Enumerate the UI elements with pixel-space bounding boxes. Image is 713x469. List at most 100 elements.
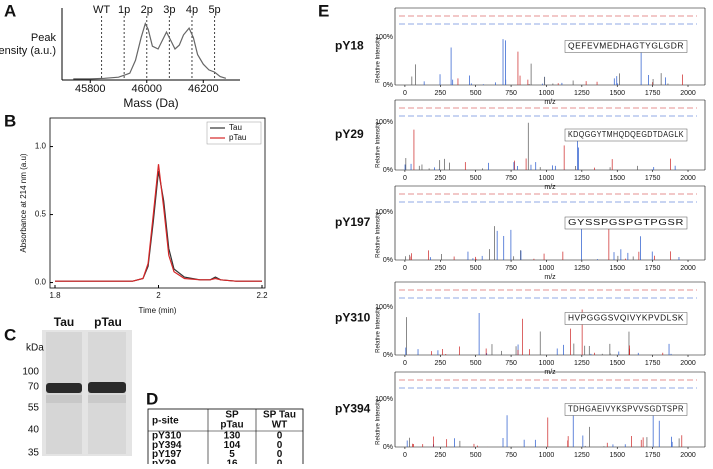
x-tick-label: 1250 bbox=[574, 360, 590, 367]
series-line bbox=[55, 170, 262, 282]
x-tick-label: 750 bbox=[505, 265, 517, 272]
lane-label: pTau bbox=[94, 315, 122, 329]
y-axis-label: Relative Intensity bbox=[376, 399, 382, 445]
x-axis-label: m/z bbox=[544, 274, 556, 281]
marker-label: 1p bbox=[118, 4, 130, 16]
x-axis-label: m/z bbox=[544, 369, 556, 376]
x-tick-label: 1500 bbox=[609, 452, 625, 459]
x-tick-label: 1250 bbox=[574, 265, 590, 272]
table-cell: 0 bbox=[277, 431, 283, 442]
panel-letter: C bbox=[4, 325, 16, 344]
x-axis-label: Mass (Da) bbox=[123, 96, 178, 110]
y-axis-label: Relative Intensity bbox=[376, 37, 382, 83]
table-header: p-site bbox=[152, 416, 179, 427]
table-cell: pY310 bbox=[152, 431, 182, 442]
y-tick-label: 0.0 bbox=[35, 278, 47, 287]
marker-label: 3p bbox=[163, 4, 175, 16]
x-tick-label: 1000 bbox=[539, 175, 555, 182]
series-line bbox=[73, 21, 227, 80]
x-tick-label: 1.8 bbox=[49, 291, 61, 300]
x-tick-label: 1750 bbox=[645, 265, 661, 272]
table-cell: 5 bbox=[229, 449, 235, 460]
x-tick-label: 250 bbox=[434, 265, 446, 272]
x-tick-label: 1750 bbox=[645, 90, 661, 97]
table-cell: pY197 bbox=[152, 449, 182, 460]
y-bottom-label: 0% bbox=[383, 167, 393, 174]
x-tick-label: 46000 bbox=[131, 83, 162, 95]
table-cell: pY29 bbox=[152, 458, 176, 464]
y-top-label: 100% bbox=[375, 304, 393, 311]
y-tick-label: 1.0 bbox=[35, 142, 47, 151]
lane-label: Tau bbox=[54, 315, 74, 329]
table-cell: 130 bbox=[224, 431, 241, 442]
table-cell: 0 bbox=[277, 458, 283, 464]
y-bottom-label: 0% bbox=[383, 82, 393, 89]
x-tick-label: 1500 bbox=[609, 265, 625, 272]
table-header: pTau bbox=[220, 420, 243, 431]
x-tick-label: 45800 bbox=[75, 83, 106, 95]
x-tick-label: 1250 bbox=[574, 175, 590, 182]
x-tick-label: 1000 bbox=[539, 360, 555, 367]
x-tick-label: 2000 bbox=[680, 90, 696, 97]
plot-frame bbox=[49, 117, 266, 289]
legend-label: pTau bbox=[229, 133, 246, 142]
y-axis-label: Relative Intensity bbox=[376, 307, 382, 353]
x-tick-label: 2000 bbox=[680, 175, 696, 182]
x-tick-label: 46200 bbox=[188, 83, 219, 95]
panel-letter: D bbox=[146, 389, 158, 408]
series-line bbox=[55, 164, 262, 282]
x-tick-label: 250 bbox=[434, 175, 446, 182]
y-top-label: 100% bbox=[375, 34, 393, 41]
y-axis-label: Relative Intensity bbox=[376, 212, 382, 258]
x-tick-label: 1500 bbox=[609, 360, 625, 367]
x-tick-label: 0 bbox=[403, 265, 407, 272]
marker-label: WT bbox=[93, 4, 110, 16]
marker-label: 35 bbox=[28, 448, 40, 459]
x-tick-label: 750 bbox=[505, 90, 517, 97]
sequence-box bbox=[564, 40, 688, 53]
table-header: SP bbox=[225, 410, 239, 421]
x-tick-label: 1250 bbox=[574, 90, 590, 97]
table-cell: 0 bbox=[277, 449, 283, 460]
sequence-box bbox=[564, 312, 688, 325]
peptide-sequence: QEFEVMEDHAGTYGLGDR bbox=[568, 42, 684, 51]
x-tick-label: 750 bbox=[505, 452, 517, 459]
unit-label: kDa bbox=[26, 343, 44, 354]
x-tick-label: 1750 bbox=[645, 360, 661, 367]
x-tick-label: 1000 bbox=[539, 265, 555, 272]
marker-label: 2p bbox=[141, 4, 153, 16]
table-header: SP Tau bbox=[263, 410, 296, 421]
x-axis-label: Time (min) bbox=[139, 306, 177, 315]
table-frame bbox=[147, 408, 304, 469]
x-tick-label: 1750 bbox=[645, 452, 661, 459]
x-tick-label: 750 bbox=[505, 175, 517, 182]
y-axis-label: Absorbance at 214 nm (a.u) bbox=[19, 153, 28, 253]
x-tick-label: 2.2 bbox=[256, 291, 268, 300]
y-bottom-label: 0% bbox=[383, 444, 393, 451]
y-axis-label: Intensity (a.u.) bbox=[0, 45, 56, 57]
marker-label: 70 bbox=[28, 382, 40, 393]
panel-letter: E bbox=[318, 1, 329, 20]
x-tick-label: 0 bbox=[403, 360, 407, 367]
table-cell: 0 bbox=[277, 440, 283, 451]
x-tick-label: 500 bbox=[470, 360, 482, 367]
x-tick-label: 250 bbox=[434, 452, 446, 459]
x-tick-label: 1250 bbox=[574, 452, 590, 459]
legend-label: Tau bbox=[229, 123, 242, 132]
peptide-sequence: KDQGGYTMHQDQEGDTDAGLK bbox=[568, 130, 684, 139]
site-label: pY18 bbox=[335, 39, 364, 53]
y-top-label: 100% bbox=[375, 209, 393, 216]
site-label: pY394 bbox=[335, 402, 371, 416]
table-cell: 104 bbox=[224, 440, 241, 451]
peptide-sequence: GYSSPGSPGTPGSR bbox=[568, 218, 684, 227]
site-label: pY310 bbox=[335, 311, 371, 325]
x-tick-label: 500 bbox=[470, 452, 482, 459]
y-tick-label: 0.5 bbox=[35, 210, 47, 219]
x-tick-label: 2000 bbox=[680, 265, 696, 272]
sequence-box bbox=[564, 128, 688, 142]
x-tick-label: 1750 bbox=[645, 175, 661, 182]
x-tick-label: 500 bbox=[470, 90, 482, 97]
x-tick-label: 500 bbox=[470, 265, 482, 272]
sequence-box bbox=[564, 403, 688, 416]
